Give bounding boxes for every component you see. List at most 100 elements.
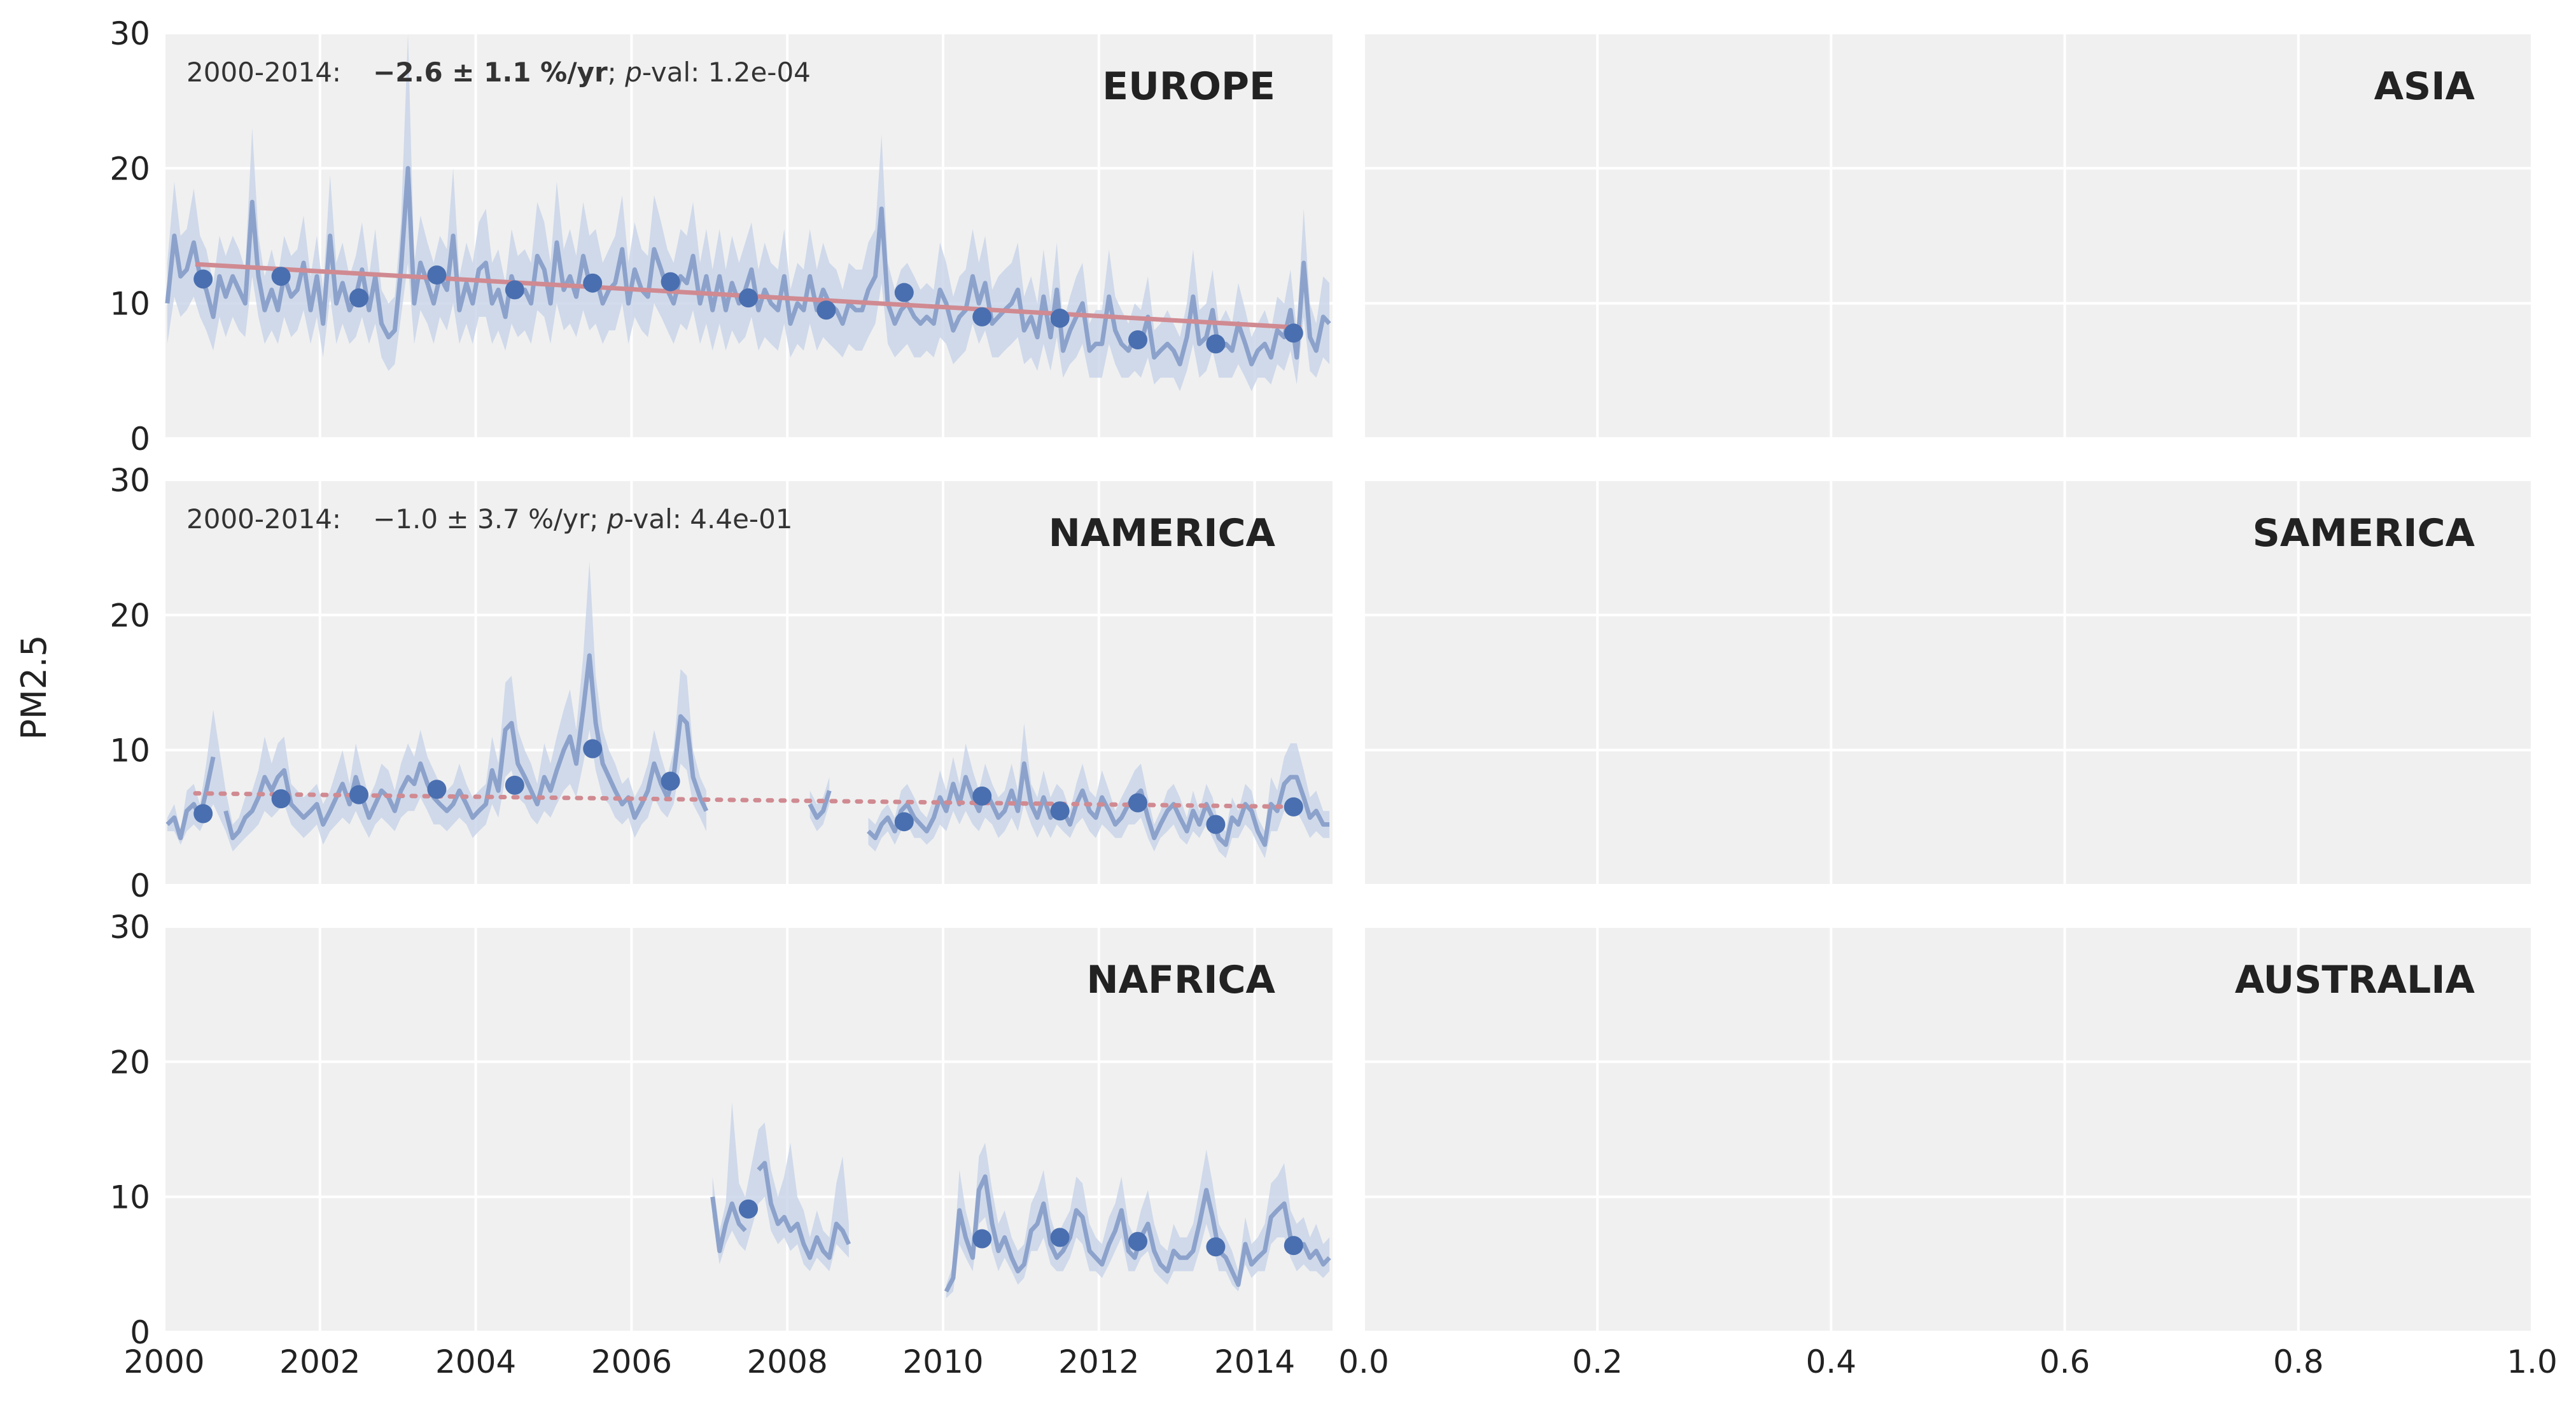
trend-annotation: 2000-2014: −2.6 ± 1.1 %/yr; p-val: 1.2e-0… <box>186 57 811 88</box>
annotation-period: 2000-2014: <box>186 503 341 535</box>
annual-mean-point <box>972 307 992 326</box>
plot-area <box>165 33 1331 391</box>
annual-mean-point <box>739 288 758 308</box>
y-tick-label: 20 <box>109 597 150 634</box>
annual-mean-point <box>349 785 368 804</box>
panel-title: NAFRICA <box>1086 958 1275 1002</box>
panel-nafrica: 0 10 20 30 2000 2002 2004 2006 2008 2010 2012 2014 N… <box>109 909 1333 1380</box>
plot-area <box>710 1102 1331 1298</box>
panel-background <box>1364 480 2532 885</box>
annual-mean-point <box>972 1229 992 1249</box>
annual-mean-point <box>427 780 447 799</box>
x-tick-label: 2006 <box>591 1343 672 1380</box>
y-tick-label: 20 <box>109 150 150 187</box>
x-tick-label: 0.8 <box>2273 1343 2324 1380</box>
x-tick-label: 0.0 <box>1338 1343 1389 1380</box>
x-tick-label: 1.0 <box>2507 1343 2558 1380</box>
x-tick-label: 2012 <box>1058 1343 1139 1380</box>
annual-mean-point <box>1128 1231 1147 1251</box>
annual-mean-point <box>271 267 291 286</box>
annual-mean-point <box>1206 815 1226 834</box>
y-tick-label: 20 <box>109 1044 150 1081</box>
panel-title: EUROPE <box>1102 64 1275 109</box>
annual-mean-point <box>894 812 914 832</box>
annual-mean-point <box>583 273 603 293</box>
x-tick-label: 0.6 <box>2040 1343 2090 1380</box>
annual-mean-point <box>1128 793 1147 813</box>
plot-area <box>165 561 1330 859</box>
y-tick-label: 10 <box>109 1179 150 1216</box>
annual-mean-point <box>1284 1236 1303 1256</box>
y-tick-label: 0 <box>130 1314 150 1351</box>
x-tick-label: 0.4 <box>1806 1343 1857 1380</box>
panel-europe: 0 10 20 30 EUROPE 2000-2014: −2.6 ± 1.1 %/yr; … <box>109 15 1333 458</box>
monthly-mean-line <box>165 756 216 841</box>
annual-mean-point <box>972 786 992 806</box>
x-tick-label: 2002 <box>279 1343 360 1380</box>
annual-mean-point <box>1128 330 1147 349</box>
y-axis-label: PM2.5 <box>14 634 54 740</box>
panel-samerica: SAMERICA <box>1362 479 2533 887</box>
annotation-p-label: p <box>606 503 624 535</box>
panel-background <box>1364 927 2532 1332</box>
panel-namerica: 0 10 20 30 NAMERICA 2000-2014: −1.0 ± 3.7 %/yr… <box>109 462 1333 904</box>
annual-mean-point <box>894 283 914 302</box>
panel-title: AUSTRALIA <box>2235 958 2475 1002</box>
annotation-period: 2000-2014: <box>186 57 341 88</box>
trend-annotation: 2000-2014: −1.0 ± 3.7 %/yr; p-val: 4.4e-0… <box>186 503 793 535</box>
annual-mean-point <box>1284 323 1303 343</box>
annual-mean-point <box>739 1199 758 1219</box>
monthly-mean-line <box>808 790 832 820</box>
x-tick-label: 2010 <box>902 1343 983 1380</box>
annotation-trend: −2.6 ± 1.1 %/yr <box>373 57 608 88</box>
panel-title: SAMERICA <box>2253 511 2475 556</box>
panel-asia: ASIA <box>1362 32 2533 440</box>
panel-title: ASIA <box>2374 64 2475 109</box>
y-tick-label: 10 <box>109 733 150 769</box>
panel-title: NAMERICA <box>1049 511 1276 556</box>
trend-line <box>193 791 1304 810</box>
annual-mean-point <box>583 739 603 759</box>
annotation-p-label: p <box>624 57 642 88</box>
annual-mean-point <box>271 789 291 809</box>
y-tick-label: 30 <box>109 909 150 946</box>
y-tick-label: 30 <box>109 462 150 499</box>
annual-mean-point <box>1206 334 1226 354</box>
annotation-trend: −1.0 ± 3.7 %/yr <box>373 503 590 535</box>
x-tick-label: 2008 <box>747 1343 828 1380</box>
annotation-separator: ; <box>608 57 626 88</box>
monthly-mean-line <box>867 761 1330 847</box>
annual-mean-point <box>1050 1228 1070 1247</box>
annual-mean-point <box>661 771 680 791</box>
annual-mean-point <box>193 804 213 824</box>
annual-mean-point <box>1050 309 1070 328</box>
annual-mean-point <box>193 269 213 289</box>
uncertainty-band <box>167 561 706 852</box>
annual-mean-point <box>427 265 447 285</box>
annual-mean-point <box>349 288 368 308</box>
x-tick-label: 2004 <box>435 1343 516 1380</box>
annual-mean-point <box>1206 1237 1226 1257</box>
annual-mean-point <box>505 280 524 300</box>
monthly-mean-line <box>710 1196 747 1254</box>
annual-mean-point <box>1284 797 1303 817</box>
y-tick-label: 10 <box>109 286 150 323</box>
annual-mean-point <box>661 272 680 291</box>
annual-mean-point <box>816 300 836 320</box>
panel-background <box>1364 33 2532 438</box>
x-tick-label: 2000 <box>123 1343 204 1380</box>
x-tick-label: 0.2 <box>1572 1343 1623 1380</box>
y-tick-label: 0 <box>130 867 150 904</box>
annual-mean-point <box>505 775 524 795</box>
annual-mean-point <box>1050 801 1070 821</box>
x-tick-label: 2014 <box>1214 1343 1295 1380</box>
y-tick-label: 30 <box>109 15 150 52</box>
annotation-p-value: -val: 1.2e-04 <box>642 57 811 88</box>
annotation-separator: ; <box>589 503 607 535</box>
panel-australia: 0.0 0.2 0.4 0.6 0.8 1.0 AUSTRALIA <box>1338 925 2558 1380</box>
uncertainty-band <box>946 1142 1330 1298</box>
y-tick-label: 0 <box>130 421 150 458</box>
annotation-p-value: -val: 4.4e-01 <box>624 503 793 535</box>
monthly-mean-line <box>757 1161 851 1260</box>
